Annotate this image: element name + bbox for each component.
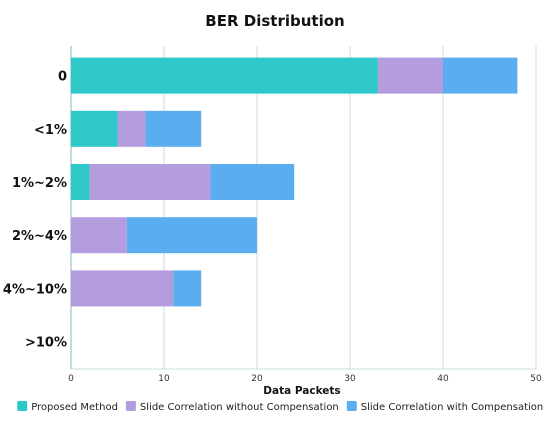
bar-2-3 [71, 217, 127, 254]
bar-3-1 [145, 110, 202, 147]
legend-label: Proposed Method [31, 402, 118, 413]
bar-1-1 [71, 110, 118, 147]
bar-1-2 [71, 164, 90, 200]
legend-label: Slide Correlation with Compensation [361, 402, 543, 413]
x-tick-label: 30 [344, 374, 356, 384]
category-label: 0 [58, 70, 67, 85]
bar-2-0 [377, 57, 443, 94]
category-label: <1% [34, 123, 67, 138]
x-tick-label: 40 [437, 374, 449, 384]
x-axis-label: Data Packets [263, 385, 340, 397]
category-label: 4%~10% [3, 282, 67, 297]
x-tick-labels: 0 10 20 30 40 50 [68, 374, 542, 384]
category-label: >10% [25, 336, 67, 351]
category-labels: 0 <1% 1%~2% 2%~4% 4%~10% >10% [3, 70, 67, 351]
bar-2-4 [71, 270, 174, 307]
legend-label: Slide Correlation without Compensation [140, 402, 339, 413]
x-tick-label: 50 [530, 374, 542, 384]
bar-3-2 [210, 164, 295, 200]
x-tick-label: 10 [158, 374, 170, 384]
legend-swatch [125, 401, 136, 411]
legend-swatch [346, 401, 357, 411]
bar-3-3 [126, 217, 257, 254]
x-tick-label: 20 [251, 374, 263, 384]
legend: Proposed Method Slide Correlation without… [17, 401, 543, 413]
bar-3-4 [173, 270, 202, 307]
x-tick-label: 0 [68, 374, 74, 384]
category-label: 1%~2% [12, 176, 67, 191]
category-label: 2%~4% [12, 229, 67, 244]
grid-lines [70, 46, 537, 370]
bars [71, 57, 518, 307]
legend-swatch [17, 401, 28, 411]
bar-3-0 [443, 57, 518, 94]
bar-2-2 [89, 164, 211, 200]
bar-1-0 [71, 57, 378, 94]
chart-title: BER Distribution [205, 12, 344, 30]
bar-2-1 [117, 110, 146, 147]
